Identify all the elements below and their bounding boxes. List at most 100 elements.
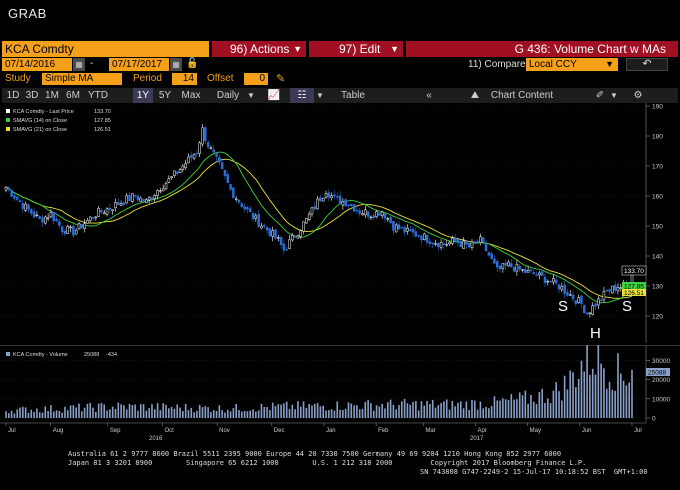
- candle: [420, 235, 423, 241]
- table-button[interactable]: Table: [341, 90, 365, 101]
- volume-bar: [603, 368, 605, 418]
- collapse-icon[interactable]: «: [426, 90, 432, 101]
- y-tick-label: 180: [652, 134, 663, 141]
- range-max[interactable]: Max: [181, 90, 201, 101]
- edit-chart-icon[interactable]: ✐: [595, 90, 605, 101]
- lock-icon[interactable]: 🔓: [186, 58, 199, 69]
- volume-bar: [24, 407, 27, 418]
- range-1d[interactable]: 1D: [6, 90, 20, 101]
- volume-bar: [184, 403, 187, 418]
- candle: [296, 235, 300, 239]
- candle: [122, 202, 126, 205]
- candle: [232, 187, 235, 199]
- candle: [554, 279, 558, 284]
- last-price-tag: 133.70: [624, 268, 644, 275]
- candle: [442, 243, 446, 245]
- legend-sma14-value: 127.85: [94, 118, 111, 124]
- volume-bars: [5, 345, 633, 418]
- volume-bar: [544, 402, 546, 418]
- candle: [237, 199, 241, 203]
- range-5y[interactable]: 5Y: [158, 90, 172, 101]
- x-tick-label: Jul: [8, 428, 16, 434]
- range-3d[interactable]: 3D: [25, 90, 39, 101]
- volume-bar: [448, 409, 451, 418]
- candle: [577, 297, 580, 304]
- volume-bar: [10, 410, 13, 418]
- period-input[interactable]: 14: [172, 73, 197, 85]
- start-date-input[interactable]: 07/14/2016: [2, 58, 72, 71]
- actions-menu-button[interactable]: 96) Actions ▼: [212, 41, 306, 57]
- candle: [274, 229, 277, 239]
- x-tick-label: Apr: [478, 428, 487, 434]
- sma21-tag: 126.51: [624, 290, 644, 297]
- candle: [546, 280, 550, 283]
- range-1m[interactable]: 1M: [45, 90, 59, 101]
- candle: [251, 212, 255, 220]
- candle: [428, 241, 432, 244]
- candle: [150, 197, 154, 200]
- frequency-select[interactable]: Daily: [216, 90, 240, 101]
- volume-bar: [148, 408, 150, 418]
- candle: [55, 218, 58, 222]
- candle: [153, 195, 157, 199]
- chevron-down-icon[interactable]: ▼: [316, 91, 324, 100]
- study-select[interactable]: Simple MA: [42, 73, 122, 85]
- offset-input[interactable]: 0: [244, 73, 268, 85]
- chart-content-button[interactable]: Chart Content: [490, 90, 554, 101]
- volume-bar: [372, 410, 375, 418]
- volume-bar: [86, 403, 89, 418]
- range-1y[interactable]: 1Y: [133, 88, 153, 103]
- volume-chart[interactable]: 0 10000 20000 30000 KCA Comdty - Volume 250…: [0, 345, 680, 449]
- candle: [175, 171, 179, 174]
- candle: [125, 195, 128, 204]
- legend-sma14-name: SMAVG (14) on Close: [13, 118, 67, 124]
- candle: [414, 231, 418, 237]
- volume-bar: [58, 411, 61, 418]
- candle: [619, 287, 623, 289]
- ticker-input[interactable]: KCA Comdty: [2, 41, 209, 57]
- pencil-icon[interactable]: ✎: [276, 73, 286, 85]
- candle: [178, 169, 182, 174]
- candle: [268, 228, 272, 236]
- candle: [498, 265, 502, 270]
- volume-bar: [532, 401, 535, 418]
- calendar-icon[interactable]: ▦: [73, 58, 85, 71]
- candle: [260, 225, 263, 229]
- candle: [243, 206, 246, 210]
- chevron-down-icon[interactable]: ▼: [247, 91, 255, 100]
- compare-label: 11) Compare: [468, 59, 526, 70]
- volume-bar: [179, 407, 181, 418]
- chevron-down-icon: ▼: [390, 44, 399, 54]
- end-date-input[interactable]: 07/17/2017: [109, 58, 169, 71]
- x-year-label: 2017: [470, 436, 484, 442]
- candle: [277, 237, 280, 239]
- back-button[interactable]: ↶: [626, 58, 668, 71]
- volume-legend: KCA Comdty - Volume 25088 -434: [6, 352, 117, 358]
- candle: [15, 196, 19, 200]
- candle: [265, 227, 269, 231]
- volume-bar: [117, 402, 120, 418]
- line-chart-icon[interactable]: 📈: [267, 90, 281, 101]
- volume-bar: [619, 373, 622, 418]
- range-6m[interactable]: 6M: [66, 90, 80, 101]
- candle: [313, 206, 317, 210]
- gear-icon[interactable]: ⚙: [633, 90, 643, 101]
- volume-bar: [19, 407, 21, 418]
- candle: [583, 305, 586, 313]
- volume-bar: [173, 408, 176, 418]
- chevron-down-icon[interactable]: ▼: [610, 91, 618, 100]
- volume-bar: [274, 405, 277, 418]
- price-chart[interactable]: 110120130140150160170180190 KCA Comdty -…: [0, 103, 680, 343]
- calendar-icon[interactable]: ▦: [170, 58, 182, 71]
- candle: [190, 155, 193, 158]
- volume-bar: [356, 405, 358, 418]
- candle: [364, 209, 367, 216]
- x-tick-label: Jul: [634, 428, 642, 434]
- range-ytd[interactable]: YTD: [88, 90, 108, 101]
- compare-select[interactable]: Local CCY ▼: [526, 58, 618, 71]
- candle: [538, 272, 541, 276]
- edit-menu-button[interactable]: 97) Edit ▼: [309, 41, 403, 57]
- volume-bar: [134, 404, 136, 418]
- volume-bar: [33, 412, 35, 418]
- chart-type-icon[interactable]: ☷: [290, 88, 314, 103]
